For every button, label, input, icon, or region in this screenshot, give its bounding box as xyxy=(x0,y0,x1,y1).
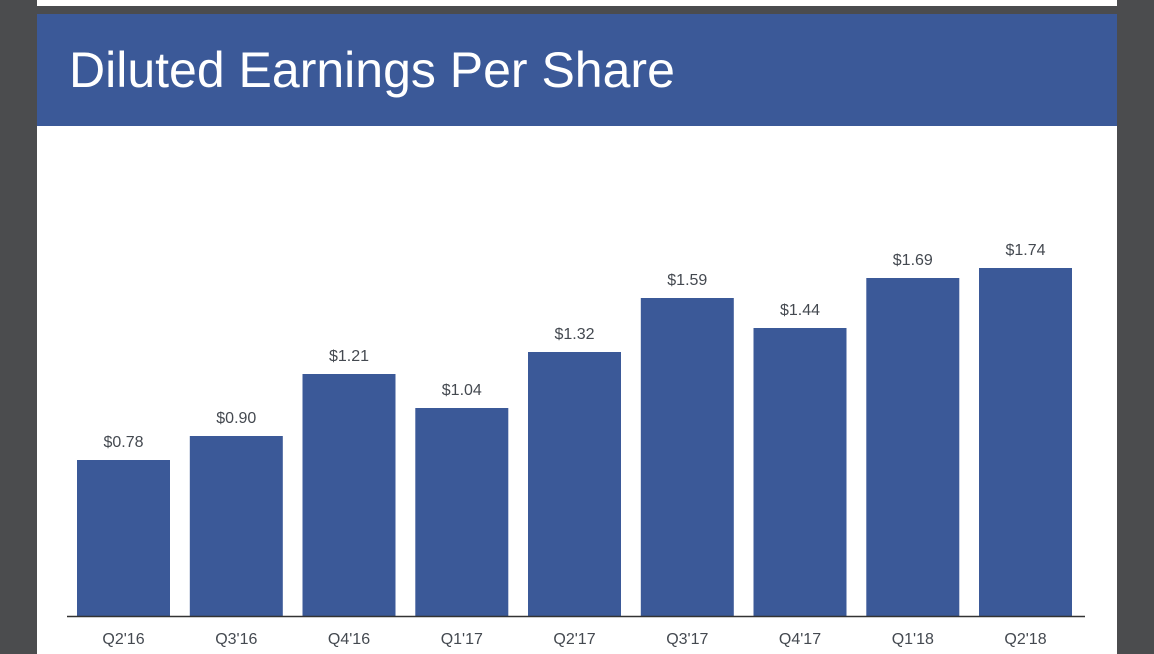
value-label-1: $0.90 xyxy=(216,410,256,427)
bar-4 xyxy=(528,352,621,616)
bar-0 xyxy=(77,460,170,616)
value-label-0: $0.78 xyxy=(103,434,143,451)
bar-6 xyxy=(753,328,847,616)
bar-7 xyxy=(866,278,960,616)
category-label-5: Q3'17 xyxy=(666,631,708,648)
title-bar: Diluted Earnings Per Share xyxy=(37,14,1117,126)
category-label-6: Q4'17 xyxy=(779,631,821,648)
value-label-2: $1.21 xyxy=(329,348,369,365)
category-label-0: Q2'16 xyxy=(102,631,144,648)
value-label-7: $1.69 xyxy=(893,252,933,269)
category-label-2: Q4'16 xyxy=(328,631,370,648)
category-label-8: Q2'18 xyxy=(1004,631,1046,648)
bar-8 xyxy=(979,268,1072,616)
category-label-4: Q2'17 xyxy=(553,631,595,648)
category-label-7: Q1'18 xyxy=(892,631,934,648)
bar-5 xyxy=(640,298,734,616)
bar-chart: $0.78 Q2'16 $0.90 Q3'16 $1.21 Q4'16 $1.04 Q1'17… xyxy=(67,242,1085,648)
bar-1 xyxy=(189,436,283,616)
category-label-3: Q1'17 xyxy=(441,631,483,648)
bar-3 xyxy=(415,408,509,616)
category-label-1: Q3'16 xyxy=(215,631,257,648)
value-label-4: $1.32 xyxy=(554,326,594,343)
value-label-5: $1.59 xyxy=(667,272,707,289)
bar-2 xyxy=(302,374,396,616)
value-label-6: $1.44 xyxy=(780,302,820,319)
previous-slide-edge xyxy=(37,0,1117,6)
value-label-8: $1.74 xyxy=(1005,242,1045,259)
slide: Diluted Earnings Per Share $0.78 Q2'16 $0.… xyxy=(37,14,1117,654)
value-label-3: $1.04 xyxy=(442,382,482,399)
chart-title: Diluted Earnings Per Share xyxy=(69,42,675,98)
